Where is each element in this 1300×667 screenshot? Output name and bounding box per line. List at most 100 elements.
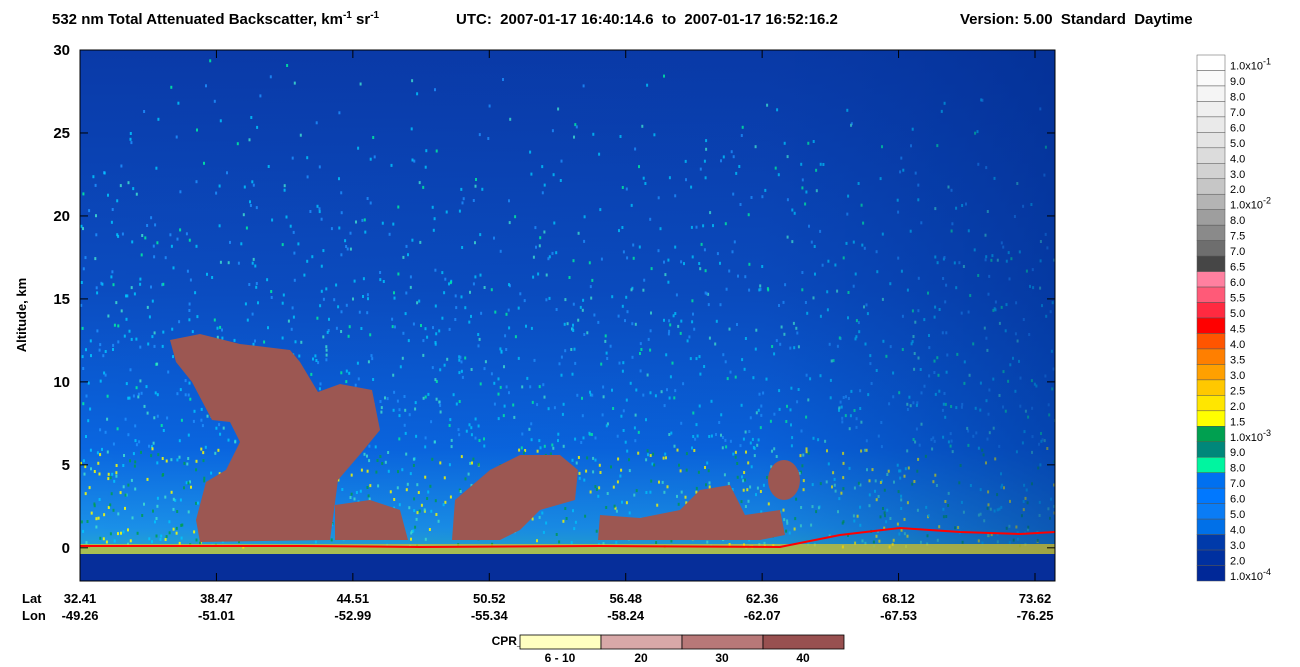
colorbar-label: 5.0 xyxy=(1230,138,1245,150)
colorbar-label: 8.0 xyxy=(1230,463,1245,475)
colorbar-label: 4.5 xyxy=(1230,323,1245,335)
version: Version: 5.00 Standard Daytime xyxy=(960,11,1193,28)
colorbar-label-base: 1.0x10 xyxy=(1230,60,1263,72)
colorbar-label: 3.0 xyxy=(1230,540,1245,552)
colorbar-label: 2.0 xyxy=(1230,184,1245,196)
colorbar-label: 7.0 xyxy=(1230,246,1245,258)
cpr-swatch xyxy=(519,634,602,650)
colorbar-swatch xyxy=(1196,132,1226,149)
colorbar-label: 1.0x10-1 xyxy=(1230,56,1271,72)
cpr-label: 6 - 10 xyxy=(545,651,576,665)
colorbar-label-base: 1.0x10 xyxy=(1230,432,1263,444)
colorbar-swatch xyxy=(1196,54,1226,71)
surface-line xyxy=(80,526,1055,549)
cpr-swatch xyxy=(762,634,845,650)
colorbar-swatch xyxy=(1196,565,1226,582)
colorbar-label: 4.0 xyxy=(1230,339,1245,351)
colorbar-label-base: 1.0x10 xyxy=(1230,200,1263,212)
colorbar-label: 8.0 xyxy=(1230,215,1245,227)
cloud xyxy=(598,485,785,540)
y-tick-label: 0 xyxy=(62,540,70,557)
colorbar-swatch xyxy=(1196,472,1226,489)
x-tick-label: 68.12 xyxy=(882,591,915,606)
colorbar-swatch xyxy=(1196,549,1226,566)
x-tick-label: 73.62 xyxy=(1019,591,1052,606)
colorbar-swatch xyxy=(1196,70,1226,87)
colorbar-label: 7.0 xyxy=(1230,478,1245,490)
colorbar-swatch xyxy=(1196,240,1226,257)
colorbar-label: 7.5 xyxy=(1230,231,1245,243)
x-tick-label: -55.34 xyxy=(471,608,509,623)
colorbar-swatch xyxy=(1196,317,1226,334)
cloud xyxy=(452,455,578,540)
colorbar-label: 3.0 xyxy=(1230,169,1245,181)
colorbar-label-sup: -4 xyxy=(1263,567,1271,577)
y-tick-label: 10 xyxy=(53,374,70,391)
colorbar-swatch xyxy=(1196,147,1226,164)
cpr-label: 30 xyxy=(715,651,729,665)
colorbar-label: 9.0 xyxy=(1230,76,1245,88)
colorbar-label: 7.0 xyxy=(1230,107,1245,119)
colorbar-label: 2.5 xyxy=(1230,385,1245,397)
colorbar-swatch xyxy=(1196,85,1226,102)
colorbar-label: 1.0x10-3 xyxy=(1230,428,1271,444)
y-tick-label: 5 xyxy=(62,457,70,474)
colorbar-label: 5.0 xyxy=(1230,509,1245,521)
colorbar-swatch xyxy=(1196,503,1226,520)
colorbar: 1.0x10-19.08.07.06.05.04.03.02.01.0x10-2… xyxy=(1196,54,1271,583)
colorbar-swatch xyxy=(1196,410,1226,427)
title-part: sr xyxy=(352,11,371,28)
axes: 0 5 10 15 20 25 30 Lat 32.41 38.47 44.51 50.52 56.48… xyxy=(22,42,1055,623)
colorbar-label: 6.5 xyxy=(1230,262,1245,274)
colorbar-label: 6.0 xyxy=(1230,277,1245,289)
y-axis-title: Altitude, km xyxy=(14,278,29,352)
x-tick-label: -67.53 xyxy=(880,608,917,623)
colorbar-label: 5.0 xyxy=(1230,308,1245,320)
colorbar-label: 5.5 xyxy=(1230,293,1245,305)
colorbar-label-sup: -3 xyxy=(1263,428,1271,438)
x-tick-label: 38.47 xyxy=(200,591,233,606)
colorbar-swatch xyxy=(1196,271,1226,288)
y-tick-label: 20 xyxy=(53,208,70,225)
colorbar-swatch xyxy=(1196,348,1226,365)
colorbar-label: 4.0 xyxy=(1230,525,1245,537)
colorbar-swatch xyxy=(1196,379,1226,396)
subsurface xyxy=(80,554,1055,581)
colorbar-label: 6.0 xyxy=(1230,122,1245,134)
surface-return xyxy=(80,544,1055,554)
cloud xyxy=(335,500,408,540)
x-row-name: Lon xyxy=(22,608,46,623)
colorbar-label: 1.5 xyxy=(1230,416,1245,428)
colorbar-label: 3.5 xyxy=(1230,354,1245,366)
colorbar-label: 8.0 xyxy=(1230,91,1245,103)
colorbar-swatch xyxy=(1196,518,1226,535)
x-row-name: Lat xyxy=(22,591,42,606)
clouds xyxy=(170,334,800,542)
time-range: UTC: 2007-01-17 16:40:14.6 to 2007-01-17… xyxy=(456,11,838,28)
colorbar-label: 6.0 xyxy=(1230,494,1245,506)
colorbar-label: 1.0x10-4 xyxy=(1230,567,1271,583)
colorbar-label-sup: -1 xyxy=(1263,56,1271,66)
colorbar-label: 4.0 xyxy=(1230,153,1245,165)
cpr-swatch xyxy=(681,634,764,650)
colorbar-swatch xyxy=(1196,101,1226,118)
x-tick-label: 62.36 xyxy=(746,591,779,606)
cpr-label: 20 xyxy=(634,651,648,665)
colorbar-swatch xyxy=(1196,302,1226,319)
y-tick-label: 25 xyxy=(53,125,70,142)
colorbar-label-base: 1.0x10 xyxy=(1230,571,1263,583)
colorbar-swatch xyxy=(1196,255,1226,272)
title-sup: -1 xyxy=(343,10,352,21)
x-tick-label: 44.51 xyxy=(337,591,370,606)
colorbar-swatch xyxy=(1196,364,1226,381)
y-tick-label: 15 xyxy=(53,291,70,308)
colorbar-label: 1.0x10-2 xyxy=(1230,196,1271,212)
colorbar-swatch xyxy=(1196,163,1226,180)
cloud xyxy=(170,334,380,542)
x-tick-label: -49.26 xyxy=(62,608,99,623)
x-tick-label: -51.01 xyxy=(198,608,235,623)
colorbar-swatch xyxy=(1196,286,1226,303)
x-tick-label: -62.07 xyxy=(744,608,781,623)
cloud xyxy=(768,460,800,500)
